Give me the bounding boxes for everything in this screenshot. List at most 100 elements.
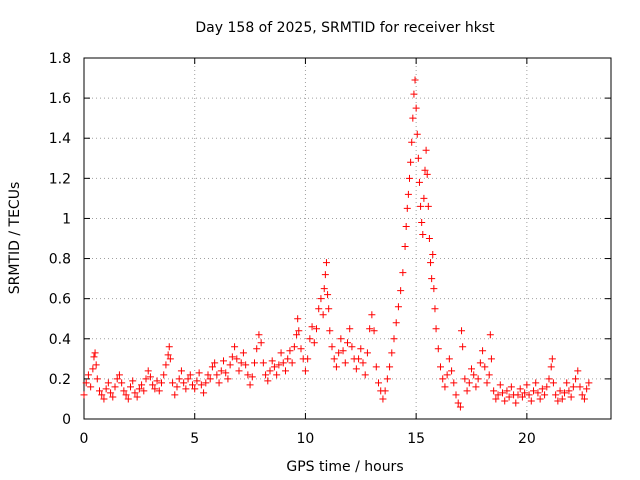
data-point — [523, 381, 531, 389]
data-point — [431, 305, 439, 313]
data-point — [388, 349, 396, 357]
data-point — [468, 365, 475, 373]
data-point — [485, 371, 493, 379]
data-point — [538, 385, 546, 393]
data-point — [434, 345, 442, 353]
data-point — [476, 359, 484, 367]
data-point — [200, 389, 208, 397]
data-point — [175, 375, 183, 383]
data-point — [521, 389, 529, 397]
data-point — [408, 138, 416, 146]
data-point — [375, 379, 382, 387]
data-point — [456, 403, 464, 411]
data-point — [337, 335, 345, 343]
data-point — [486, 331, 494, 339]
data-point — [463, 387, 471, 395]
data-point — [195, 369, 203, 377]
data-point — [494, 391, 502, 399]
data-point — [548, 355, 556, 363]
data-point — [474, 375, 482, 383]
y-tick-label: 0.8 — [49, 252, 71, 268]
data-point — [361, 371, 369, 379]
data-point — [583, 385, 591, 393]
data-point — [368, 311, 376, 319]
data-point — [487, 355, 495, 363]
data-point — [499, 389, 506, 397]
data-point — [90, 353, 98, 361]
data-point — [290, 343, 298, 351]
data-point — [211, 359, 219, 367]
data-point — [410, 90, 418, 98]
data-point — [445, 355, 453, 363]
data-point — [527, 397, 535, 405]
data-point — [561, 389, 568, 397]
data-point — [379, 395, 387, 403]
data-point — [441, 383, 449, 391]
data-point — [153, 377, 161, 385]
data-point — [429, 251, 437, 259]
data-point — [317, 295, 325, 303]
y-tick-label: 1.2 — [49, 171, 71, 187]
data-point — [102, 385, 110, 393]
data-point — [430, 285, 438, 293]
data-point — [91, 349, 99, 357]
data-point — [149, 381, 157, 389]
data-point — [397, 287, 405, 295]
data-point — [321, 271, 329, 279]
data-point — [189, 381, 196, 389]
data-point — [461, 375, 469, 383]
axis-ticks: 0 0.2 0.4 0.6 0.8 1 1.2 1.4 1.6 1.8 0 5 10 15 20 — [49, 51, 611, 447]
data-point — [496, 381, 504, 389]
data-point — [277, 349, 285, 357]
data-point — [483, 379, 491, 387]
data-point — [120, 387, 128, 395]
data-point — [224, 375, 232, 383]
data-point — [301, 367, 309, 375]
data-point — [297, 345, 305, 353]
data-point — [414, 154, 422, 162]
data-point — [184, 375, 192, 383]
data-point — [565, 387, 573, 395]
data-point — [213, 371, 221, 379]
data-point — [295, 327, 303, 335]
data-point — [419, 230, 427, 238]
data-point — [122, 391, 130, 399]
data-point — [454, 399, 462, 407]
data-point — [268, 357, 276, 365]
data-point — [567, 393, 575, 401]
data-point — [133, 393, 141, 401]
data-point — [545, 375, 553, 383]
y-tick-label: 0.2 — [49, 372, 71, 388]
data-point — [228, 353, 236, 361]
data-point — [411, 76, 419, 84]
data-point — [452, 391, 460, 399]
data-points — [80, 76, 593, 411]
data-point — [118, 379, 126, 387]
data-point — [585, 379, 593, 387]
data-point — [459, 343, 467, 351]
data-point — [248, 373, 256, 381]
data-point — [98, 391, 106, 399]
data-point — [458, 327, 466, 335]
data-point — [182, 385, 190, 393]
data-point — [262, 371, 270, 379]
data-point — [541, 391, 549, 399]
data-point — [220, 357, 227, 365]
data-point — [403, 204, 411, 212]
data-point — [348, 343, 356, 351]
data-point — [355, 355, 363, 363]
y-tick-label: 1.6 — [49, 91, 71, 107]
data-point — [246, 381, 254, 389]
data-point — [576, 383, 584, 391]
data-point — [162, 361, 170, 369]
data-point — [359, 359, 367, 367]
data-point — [332, 363, 340, 371]
data-point — [138, 381, 146, 389]
data-point — [253, 345, 261, 353]
data-point — [226, 361, 234, 369]
data-point — [465, 379, 473, 387]
data-point — [357, 345, 365, 353]
x-tick-label: 15 — [407, 431, 425, 447]
data-point — [512, 399, 520, 407]
